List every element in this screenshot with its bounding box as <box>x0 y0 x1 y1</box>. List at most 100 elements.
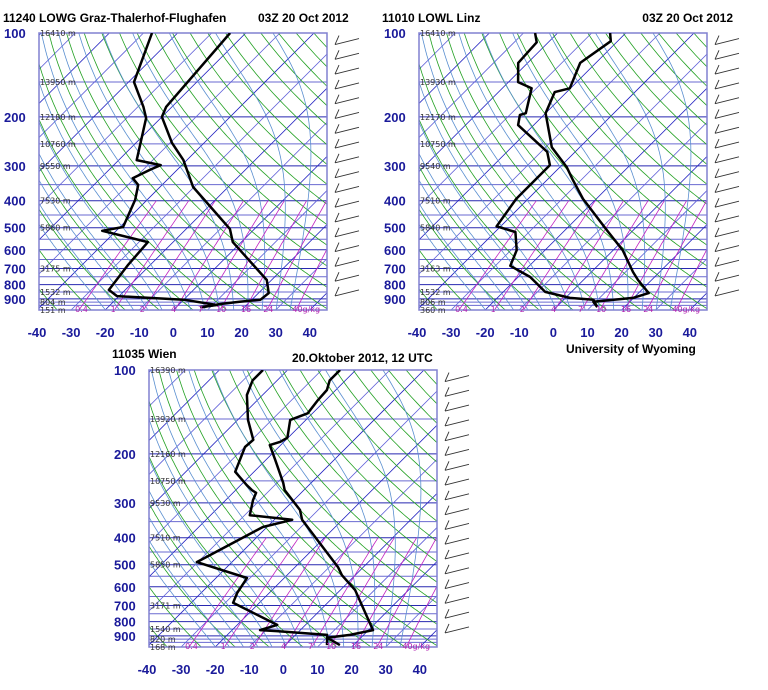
mixing-ratio-label: 1 <box>491 305 496 314</box>
wind-barb-icon <box>444 611 470 619</box>
height-label: 7530 m <box>40 197 71 206</box>
temperature-tick-label: 30 <box>378 662 392 677</box>
panel-date: 20.Oktober 2012, 12 UTC <box>292 351 433 365</box>
dry-adiabat-line <box>352 370 437 463</box>
dry-adiabat-line <box>405 370 437 405</box>
mixing-ratio-line <box>624 200 687 310</box>
wind-barb-icon <box>334 141 360 149</box>
dry-adiabat-line <box>729 33 768 318</box>
profiles <box>195 370 375 647</box>
wind-barb-icon <box>714 52 740 60</box>
height-label: 1532 m <box>40 288 71 297</box>
panel-date: 03Z 20 Oct 2012 <box>642 11 733 25</box>
mixing-ratio-line <box>113 200 190 310</box>
height-label: 13950 m <box>40 78 76 87</box>
temperature-tick-label: 10 <box>310 662 324 677</box>
wind-barb-icon <box>334 245 360 253</box>
height-label: 360 m <box>420 306 446 315</box>
moist-adiabat-line <box>438 33 586 310</box>
dry-adiabat-line <box>335 370 437 483</box>
moist-adiabat-line <box>39 223 106 310</box>
mixing-ratio-line <box>253 537 326 647</box>
mixing-ratio-label: 10 <box>596 305 606 314</box>
mixing-ratio-label: 0.4 <box>455 305 468 314</box>
wind-barb-icon <box>444 508 470 516</box>
pressure-tick-label: 600 <box>4 243 26 258</box>
wind-barb-flag <box>334 271 340 282</box>
moist-adiabat-line <box>102 33 235 310</box>
moist-adiabat-line <box>419 202 500 310</box>
dewpoint-profile <box>495 33 599 308</box>
mixing-ratio-label: 2 <box>250 642 255 651</box>
mixing-ratio-label: 16 <box>351 642 361 651</box>
isotherm-line <box>149 370 391 612</box>
wind-barb-flag <box>444 416 450 427</box>
dry-adiabat-line <box>207 33 327 165</box>
temperature-tick-label: -40 <box>408 325 427 340</box>
mixing-ratio-line <box>78 200 157 310</box>
pressure-tick-label: 800 <box>384 278 406 293</box>
dry-adiabat-line <box>149 455 304 647</box>
temperature-tick-label: 0 <box>550 325 557 340</box>
moist-adiabat-line <box>149 489 259 647</box>
temperature-tick-label: -20 <box>476 325 495 340</box>
mixing-ratio-label: 1 <box>221 642 226 651</box>
wind-barb-flag <box>444 594 450 604</box>
dry-adiabat-line <box>367 33 768 318</box>
wind-barb-flag <box>714 257 720 267</box>
mixing-ratio-label: 7 <box>308 642 313 651</box>
isotherm-line <box>552 155 707 310</box>
wind-barb-icon <box>444 434 470 442</box>
isotherm-line <box>39 33 212 207</box>
moist-adiabat-line <box>78 33 220 310</box>
height-label: 10760 m <box>40 140 76 149</box>
wind-barb-flag <box>714 153 720 164</box>
wind-barb-flag <box>444 564 450 574</box>
wind-barb-flag <box>714 94 720 104</box>
moist-adiabat-line <box>41 33 192 310</box>
wind-barb-icon <box>334 185 360 193</box>
wind-barb-icon <box>444 389 470 397</box>
mixing-ratio-label: 2 <box>520 305 525 314</box>
temperature-tick-label: 10 <box>580 325 594 340</box>
pressure-tick-label: 500 <box>4 221 26 236</box>
wind-barb-icon <box>334 112 360 119</box>
temperature-tick-label: 10 <box>200 325 214 340</box>
isotherm-line <box>450 53 707 310</box>
mixing-ratio-line <box>244 200 307 310</box>
dry-adiabat-line <box>176 370 406 647</box>
height-label: 10750 m <box>420 140 456 149</box>
temperature-tick-label: 20 <box>344 662 358 677</box>
wind-barb-flag <box>444 401 450 412</box>
wind-barb-flag <box>334 50 340 60</box>
wind-barb-icon <box>444 522 470 530</box>
wind-barb-icon <box>714 200 740 208</box>
wind-barb-icon <box>334 171 360 179</box>
wind-barb-flag <box>334 35 340 45</box>
pressure-tick-label: 100 <box>114 363 136 378</box>
wind-barb-flag <box>714 124 720 134</box>
dry-adiabat-line <box>534 33 707 226</box>
isotherm-line <box>149 370 186 407</box>
wind-barb-flag <box>714 212 720 223</box>
wind-barb-icon <box>334 215 360 223</box>
dry-adiabat-line <box>317 370 437 502</box>
isotherm-line <box>419 33 695 309</box>
dry-adiabat-line <box>388 370 437 424</box>
pressure-tick-label: 100 <box>384 26 406 41</box>
wind-barb-icon <box>444 478 470 486</box>
plot-frame <box>148 369 438 648</box>
wind-barb-flag <box>334 257 340 267</box>
wind-barb-icon <box>334 274 360 282</box>
height-label: 3175 m <box>40 264 71 273</box>
temperature-tick-label: 0 <box>170 325 177 340</box>
isotherm-line <box>336 33 621 318</box>
wind-barb-icon <box>714 245 740 253</box>
wind-barb-icon <box>714 230 740 238</box>
dry-adiabat-line <box>711 33 768 318</box>
isotherm-line <box>149 370 357 578</box>
temperature-tick-label: -40 <box>28 325 47 340</box>
dry-adiabat-line <box>459 370 768 655</box>
pressure-tick-label: 600 <box>384 243 406 258</box>
